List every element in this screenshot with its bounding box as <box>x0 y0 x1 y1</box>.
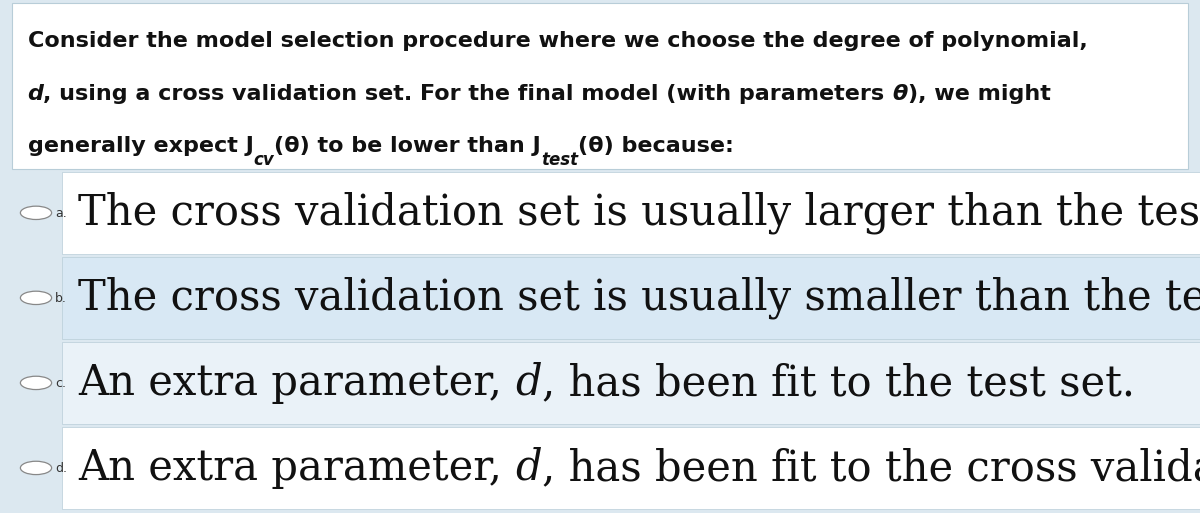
Text: d: d <box>515 447 541 489</box>
Text: a.: a. <box>55 207 67 220</box>
Text: d: d <box>28 84 43 104</box>
Circle shape <box>20 291 52 305</box>
Text: cv: cv <box>253 151 275 169</box>
Text: , using a cross validation set. For the final model (with parameters: , using a cross validation set. For the … <box>43 84 893 104</box>
Text: The cross validation set is usually smaller than the test set.: The cross validation set is usually smal… <box>78 277 1200 319</box>
Circle shape <box>20 461 52 475</box>
FancyBboxPatch shape <box>62 257 1200 339</box>
Text: (θ) to be lower than J: (θ) to be lower than J <box>275 136 541 156</box>
Circle shape <box>20 376 52 389</box>
Text: ), we might: ), we might <box>907 84 1050 104</box>
Text: Consider the model selection procedure where we choose the degree of polynomial,: Consider the model selection procedure w… <box>28 31 1087 51</box>
Text: The cross validation set is usually larger than the test set.: The cross validation set is usually larg… <box>78 191 1200 234</box>
Text: An extra parameter,: An extra parameter, <box>78 447 515 489</box>
Text: d.: d. <box>55 462 67 475</box>
Text: (θ) because:: (θ) because: <box>578 136 734 156</box>
FancyBboxPatch shape <box>62 342 1200 424</box>
FancyBboxPatch shape <box>12 3 1188 169</box>
Text: , has been fit to the cross validation set.: , has been fit to the cross validation s… <box>541 447 1200 489</box>
FancyBboxPatch shape <box>62 172 1200 254</box>
Text: test: test <box>541 151 578 169</box>
Text: generally expect J: generally expect J <box>28 136 253 156</box>
Text: c.: c. <box>55 377 66 390</box>
Text: d: d <box>515 362 541 404</box>
Text: θ: θ <box>893 84 907 104</box>
Text: b.: b. <box>55 292 67 305</box>
Text: An extra parameter,: An extra parameter, <box>78 362 515 404</box>
Circle shape <box>20 206 52 220</box>
FancyBboxPatch shape <box>62 427 1200 509</box>
Text: , has been fit to the test set.: , has been fit to the test set. <box>541 362 1135 404</box>
